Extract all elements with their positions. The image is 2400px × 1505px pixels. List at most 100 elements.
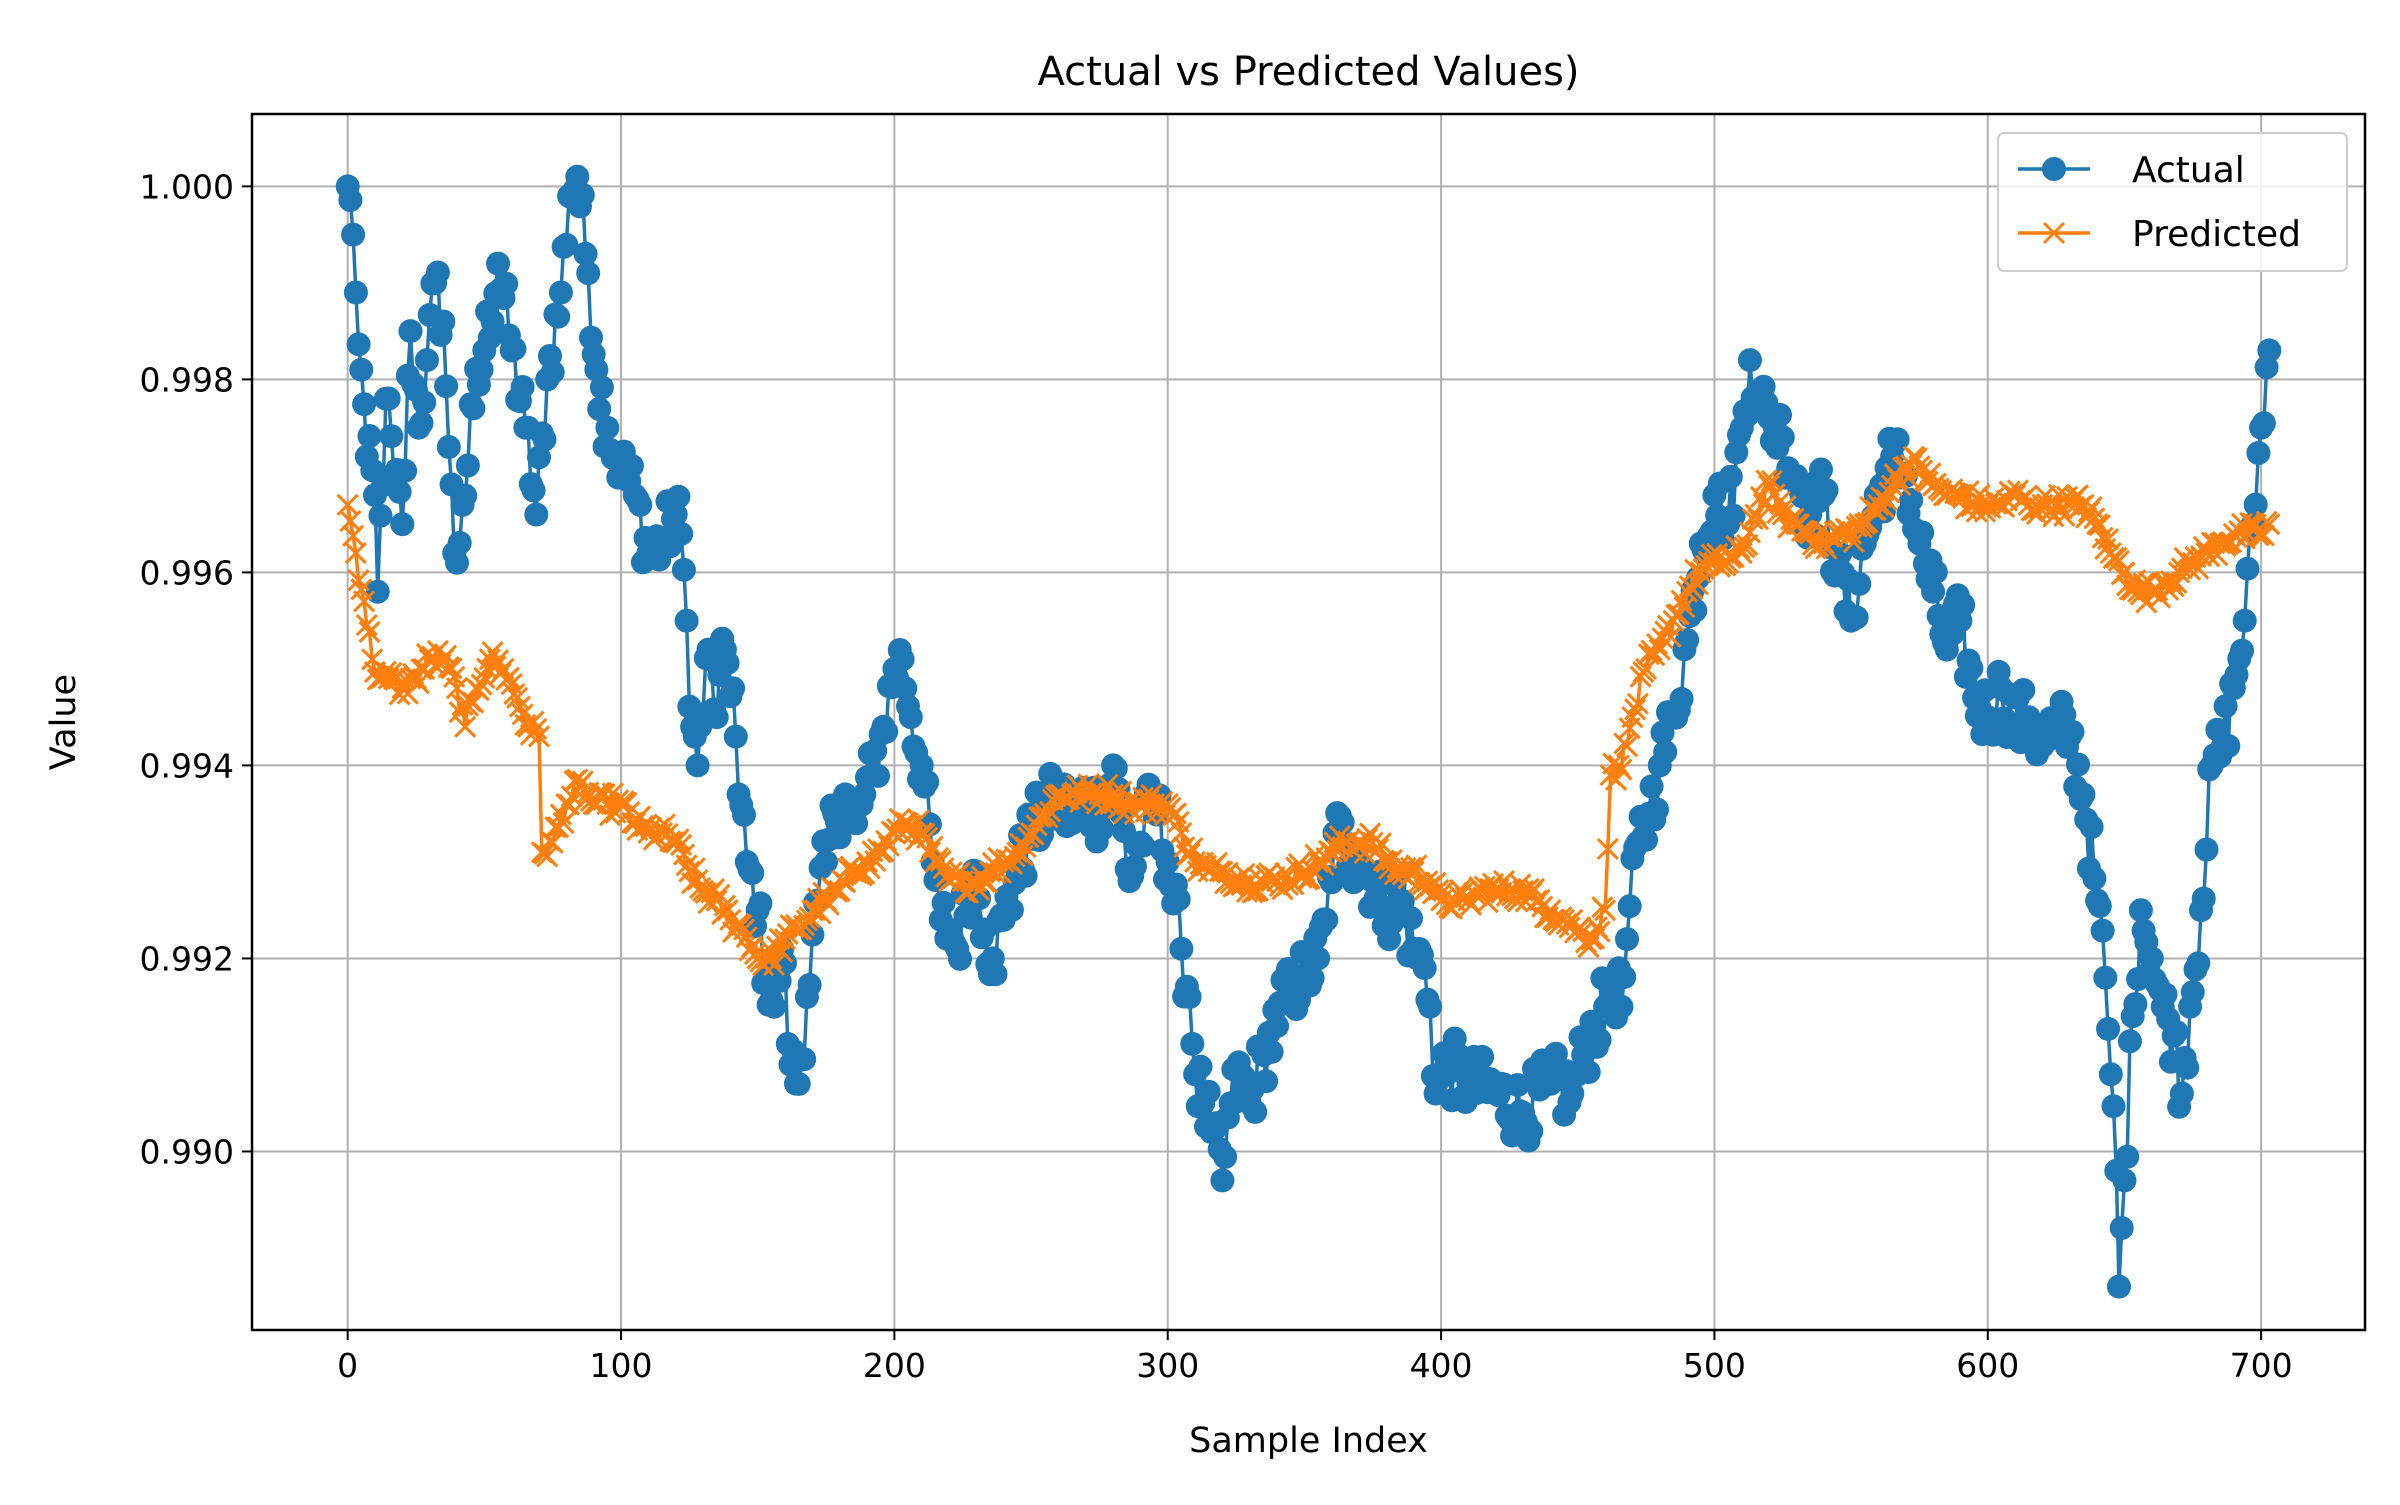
data-point: [2102, 546, 2125, 570]
data-point: [1418, 994, 1443, 1019]
data-point: [2014, 485, 2038, 508]
data-point: [1844, 605, 1869, 630]
data-point: [1210, 1168, 1235, 1193]
data-point: [1314, 907, 1339, 932]
data-point: [447, 530, 472, 555]
data-point: [2107, 1274, 2131, 1299]
x-tick-label: 600: [1956, 1346, 2019, 1385]
data-point: [1011, 844, 1034, 867]
data-point: [376, 386, 401, 411]
data-point: [1319, 870, 1344, 895]
data-point: [1626, 692, 1649, 715]
data-point: [1383, 863, 1406, 886]
data-point: [573, 241, 598, 266]
data-point: [486, 251, 510, 276]
data-point: [1615, 927, 1639, 952]
data-point: [2093, 965, 2118, 990]
data-point: [674, 608, 699, 633]
data-point: [1188, 1054, 1213, 1079]
data-point: [357, 424, 382, 448]
data-point: [967, 886, 992, 911]
data-point: [1164, 802, 1187, 825]
data-point: [377, 667, 400, 690]
data-point: [1774, 495, 1797, 518]
data-point: [502, 336, 527, 361]
data-point: [1101, 783, 1125, 806]
data-point: [1103, 756, 1128, 781]
data-point: [814, 849, 838, 874]
data-point: [1412, 956, 1437, 981]
data-point: [1878, 481, 1901, 504]
data-point: [723, 724, 748, 749]
data-point: [1243, 1099, 1268, 1124]
data-point: [467, 679, 490, 702]
data-point: [907, 809, 931, 832]
data-point: [771, 941, 794, 964]
data-point: [398, 319, 423, 344]
data-point: [445, 550, 469, 575]
data-point: [948, 946, 972, 971]
data-point: [1747, 508, 1770, 531]
data-point: [469, 357, 494, 382]
data-point: [792, 1047, 817, 1072]
data-point: [983, 962, 1008, 987]
data-point: [1519, 1119, 1544, 1143]
data-point: [732, 918, 756, 941]
y-tick-label: 0.990: [140, 1132, 234, 1171]
y-tick-label: 0.996: [140, 553, 234, 592]
data-point: [1718, 464, 1743, 489]
data-point: [2082, 866, 2107, 891]
data-point: [1885, 427, 1910, 452]
data-point: [525, 717, 548, 740]
data-point: [1166, 887, 1191, 912]
data-point: [1131, 833, 1156, 858]
data-point: [669, 521, 694, 546]
data-point: [494, 271, 519, 296]
data-point: [1596, 837, 1619, 860]
data-point: [414, 348, 439, 373]
data-point: [1543, 1041, 1568, 1066]
data-point: [2060, 719, 2085, 744]
data-point: [1594, 899, 1617, 922]
data-point: [1651, 627, 1674, 650]
x-axis-label: Sample Index: [1189, 1421, 1428, 1461]
data-point: [999, 897, 1024, 922]
data-point: [675, 854, 698, 877]
data-point: [2233, 527, 2256, 550]
data-point: [1639, 774, 1664, 799]
data-point: [436, 435, 461, 459]
data-point: [455, 453, 480, 478]
data-point: [1683, 598, 1708, 623]
data-point: [797, 972, 822, 997]
data-point: [2107, 549, 2131, 572]
data-point: [1770, 425, 1795, 450]
data-point: [434, 374, 459, 399]
data-point: [667, 828, 690, 851]
data-point: [2139, 946, 2164, 971]
legend-label: Predicted: [2132, 214, 2301, 255]
data-point: [1653, 740, 1678, 764]
data-point: [1645, 797, 1669, 822]
data-point: [587, 397, 612, 421]
x-tick-label: 700: [2230, 1346, 2293, 1385]
data-point: [685, 753, 710, 778]
data-point: [1505, 1073, 1530, 1098]
x-tick-label: 200: [863, 1346, 926, 1385]
data-point: [2243, 492, 2268, 517]
data-point: [620, 453, 644, 478]
data-point: [343, 280, 368, 305]
data-point: [721, 676, 746, 701]
data-point: [390, 512, 415, 537]
plot-frame: [250, 112, 2367, 1332]
data-point: [1265, 1014, 1290, 1038]
data-point: [2109, 1216, 2134, 1240]
data-point: [1254, 1069, 1279, 1094]
data-point: [2232, 608, 2257, 633]
data-point: [786, 1071, 811, 1096]
data-point: [1375, 850, 1398, 873]
data-point: [576, 261, 601, 286]
data-point: [902, 822, 925, 845]
data-point: [2246, 441, 2271, 465]
